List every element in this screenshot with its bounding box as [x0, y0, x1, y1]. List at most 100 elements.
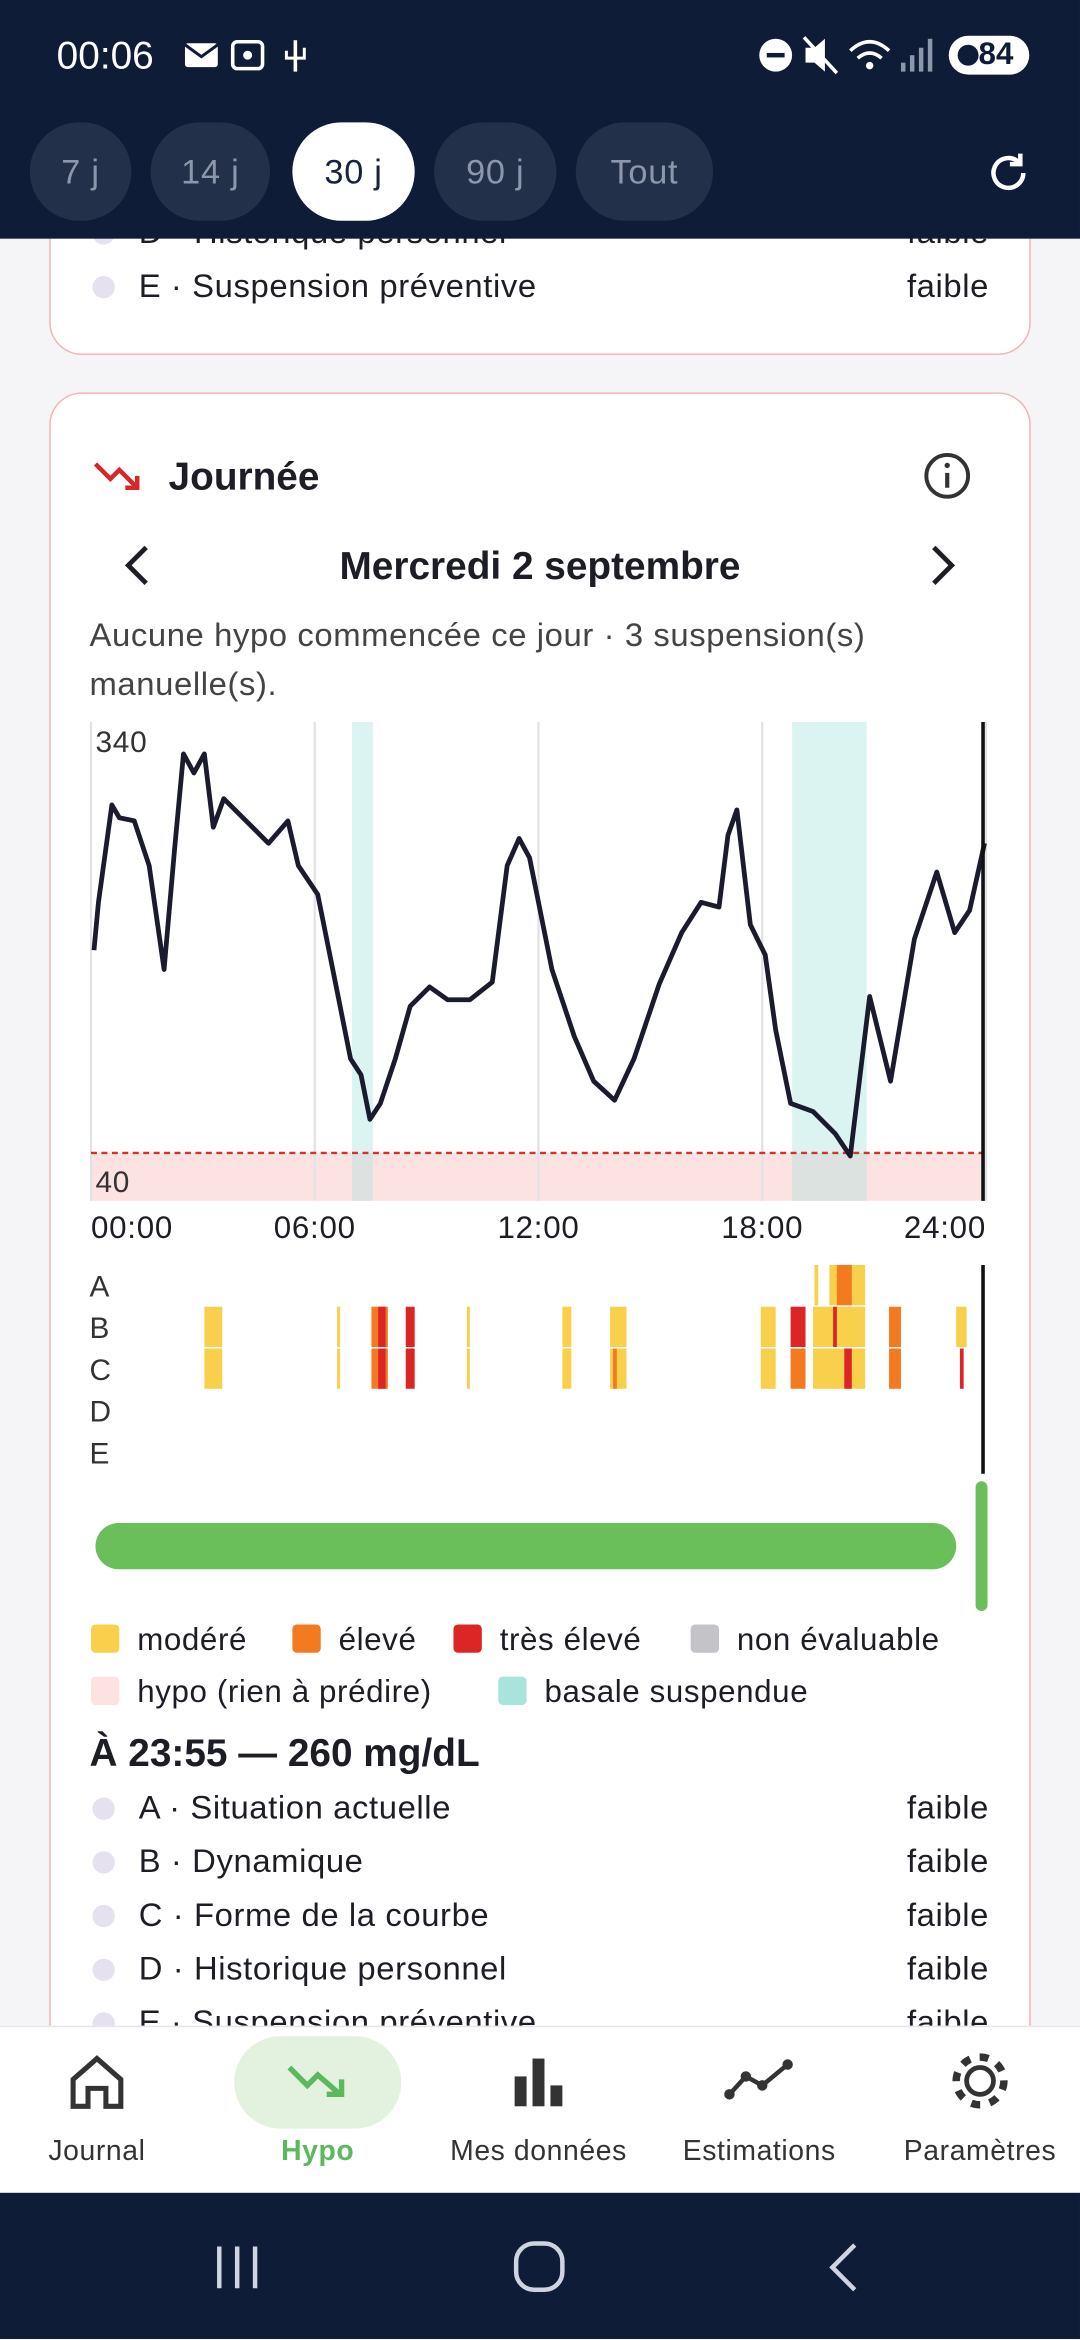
period-tab[interactable]: 90 j	[434, 122, 557, 221]
nav-item[interactable]: Hypo	[281, 2136, 355, 2168]
home-button[interactable]	[513, 2241, 565, 2292]
legend-label: élevé	[339, 1622, 417, 1657]
risk-segment	[613, 1348, 617, 1389]
legend-label: modéré	[137, 1622, 247, 1657]
period-tab[interactable]: 30 j	[292, 122, 415, 221]
y-tick-label: 340	[95, 726, 147, 759]
risk-segment	[956, 1306, 967, 1348]
legend-swatch	[90, 1624, 120, 1653]
prev-day-button[interactable]	[119, 543, 155, 588]
risk-segment	[889, 1306, 901, 1348]
card-title: Journée	[168, 453, 320, 499]
risk-segment	[610, 1306, 627, 1348]
risk-segment	[812, 1348, 866, 1389]
row-label: E · Suspension préventive	[138, 267, 537, 305]
row-dot	[92, 1797, 115, 1820]
row-dot	[92, 275, 115, 299]
range-handle[interactable]	[975, 1481, 988, 1612]
legend-label: hypo (rien à prédire)	[137, 1674, 431, 1709]
risk-segment	[790, 1348, 806, 1389]
risk-row: D · Historique personnel faible	[90, 1944, 989, 1995]
x-tick-label: 06:00	[274, 1210, 356, 1245]
period-tab[interactable]: Tout	[575, 122, 714, 221]
risk-segment	[378, 1306, 386, 1348]
risk-segment	[814, 1264, 819, 1306]
status-time: 00:06	[56, 32, 154, 78]
row-dot	[92, 1851, 115, 1874]
risk-segment	[562, 1306, 572, 1348]
risk-segment	[760, 1348, 776, 1389]
row-label: B · Dynamique	[138, 1842, 364, 1880]
row-level: faible	[906, 1949, 989, 1987]
app-header	[0, 0, 1080, 239]
row-dot	[92, 1904, 115, 1928]
legend-swatch	[90, 1676, 120, 1706]
risk-segment	[812, 1306, 866, 1348]
suspended-band	[352, 721, 373, 1201]
risk-segment	[889, 1348, 901, 1389]
bottom-nav	[0, 2025, 1080, 2195]
nav-active-pill	[234, 2036, 402, 2129]
detail-heading: À 23:55 — 260 mg/dL	[89, 1730, 480, 1776]
x-tick-label: 24:00	[904, 1210, 986, 1245]
period-tab[interactable]: 7 j	[29, 122, 132, 221]
row-label: C · Forme de la courbe	[138, 1895, 490, 1934]
strip-row-label: E	[90, 1437, 110, 1470]
row-dot	[92, 1958, 115, 1981]
risk-segment	[466, 1348, 470, 1389]
risk-segment	[378, 1348, 386, 1389]
y-tick-label: 40	[95, 1166, 130, 1199]
risk-segment	[844, 1348, 852, 1389]
glucose-line	[91, 751, 987, 1159]
nav-item[interactable]: Mes données	[450, 2136, 627, 2168]
row-level: faible	[906, 267, 989, 305]
legend-swatch	[498, 1676, 527, 1706]
day-summary: Aucune hypo commencée ce jour · 3 suspen…	[89, 616, 866, 703]
risk-row: B · Dynamique faible	[90, 1836, 989, 1887]
legend-label: très élevé	[500, 1622, 642, 1657]
legend-swatch	[690, 1624, 719, 1653]
nav-item[interactable]: Estimations	[682, 2136, 836, 2168]
nav-item[interactable]: Paramètres	[903, 2136, 1057, 2168]
battery-level: 84	[978, 37, 1014, 72]
risk-segment	[337, 1348, 341, 1389]
status-icons-left	[184, 39, 306, 72]
risk-segment	[337, 1306, 341, 1348]
system-nav-buttons	[217, 2241, 857, 2292]
row-level: faible	[906, 1842, 989, 1880]
nav-item[interactable]: Journal	[48, 2136, 146, 2168]
risk-row: E · Suspension préventive faible	[90, 261, 989, 312]
risk-segment	[833, 1306, 837, 1348]
risk-segment	[204, 1348, 223, 1389]
refresh-button[interactable]	[985, 149, 1033, 197]
row-level: faible	[906, 1788, 989, 1826]
risk-segment	[204, 1306, 223, 1348]
range-bar[interactable]	[95, 1523, 957, 1570]
recents-button[interactable]	[217, 2246, 258, 2289]
risk-segment	[760, 1306, 776, 1348]
risk-segment	[836, 1264, 852, 1306]
strip-row-label: A	[90, 1270, 110, 1303]
risk-segment	[610, 1348, 627, 1389]
risk-segment	[405, 1348, 415, 1389]
status-icons-right	[759, 35, 1030, 75]
strip-row-label: D	[90, 1396, 112, 1429]
row-level: faible	[906, 1895, 989, 1934]
back-button[interactable]	[829, 2243, 857, 2292]
next-day-button[interactable]	[925, 543, 961, 588]
risk-row: A · Situation actuelle faible	[90, 1783, 989, 1834]
system-nav	[0, 2192, 1080, 2339]
risk-row: C · Forme de la courbe faible	[90, 1890, 989, 1941]
period-tab[interactable]: 14 j	[150, 122, 270, 221]
strip-row-label: B	[90, 1312, 110, 1345]
nav-icons	[70, 2053, 1008, 2109]
info-button[interactable]	[922, 450, 973, 501]
x-tick-label: 12:00	[497, 1210, 579, 1245]
x-tick-label: 18:00	[721, 1210, 803, 1245]
risk-segment	[466, 1306, 470, 1348]
date-label: Mercredi 2 septembre	[339, 542, 741, 588]
legend-swatch	[453, 1624, 482, 1653]
